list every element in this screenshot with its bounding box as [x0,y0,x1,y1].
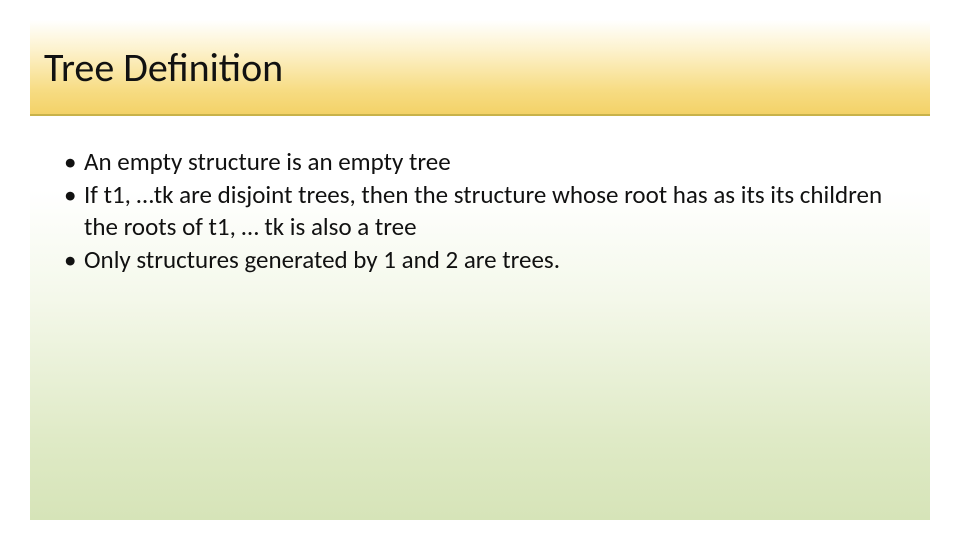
bullet-item: An empty structure is an empty tree [64,146,910,177]
slide: Tree Definition An empty structure is an… [0,0,960,540]
bullet-item: Only structures generated by 1 and 2 are… [64,244,910,275]
bullet-list: An empty structure is an empty tree If t… [64,146,910,275]
slide-title: Tree Definition [44,43,283,92]
body-band: An empty structure is an empty tree If t… [30,118,930,520]
bullet-item: If t1, …tk are disjoint trees, then the … [64,179,910,242]
title-band: Tree Definition [30,20,930,116]
